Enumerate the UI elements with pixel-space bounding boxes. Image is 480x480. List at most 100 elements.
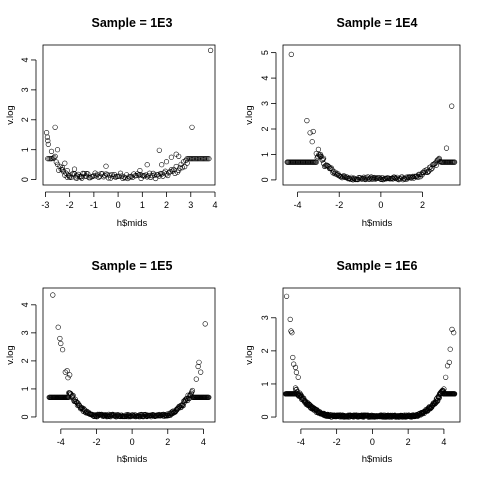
y-axis-label: v.log [5,105,16,124]
data-point [120,175,126,181]
y-tick-label: 2 [260,126,270,131]
data-point [347,175,353,181]
data-point [92,170,98,176]
data-point [55,324,61,330]
panel-title: Sample = 1E5 [92,259,173,273]
data-point [163,171,170,177]
data-point [69,393,76,399]
data-point [57,335,63,342]
data-point [184,395,190,402]
data-point [161,170,167,176]
data-point [452,159,458,165]
data-point [447,346,453,352]
y-tick-label: 3 [260,315,270,320]
y-tick-label: 1 [260,152,270,157]
panel-title: Sample = 1E3 [92,16,173,30]
x-tick-label: 4 [212,200,217,210]
y-tick-label: 2 [260,348,270,353]
data-point [45,156,51,162]
x-tick-label: -4 [294,200,302,210]
data-point [284,293,290,299]
data-point [290,354,296,361]
data-point [168,154,174,160]
y-tick-label: 1 [20,147,30,152]
data-point [417,174,424,180]
panel-title: Sample = 1E4 [337,16,418,30]
data-point [189,387,195,394]
data-point [371,176,377,182]
y-tick-label: 0 [20,177,30,182]
x-tick-label: -2 [66,200,74,210]
data-point [62,369,68,375]
data-point [139,172,145,178]
data-point [287,316,293,323]
data-point [195,363,201,370]
data-point [133,172,139,179]
data-point [150,170,156,176]
data-point [162,168,168,174]
data-point [443,145,450,151]
data-point [103,171,109,177]
data-point [188,393,194,399]
data-point [187,392,193,398]
x-tick-label: 3 [188,200,193,210]
data-point [144,174,150,180]
data-point [184,160,190,166]
data-point [62,160,68,166]
data-point [370,175,376,181]
x-axis-label: h$mids [117,454,148,465]
data-point [144,162,150,168]
data-point [324,162,330,168]
data-point [310,128,316,135]
data-point [317,152,323,158]
x-tick-label: -3 [41,200,49,210]
data-point [106,172,113,178]
data-point [50,292,56,298]
data-point [117,170,124,176]
data-point [436,155,442,161]
data-point [321,155,327,161]
data-point [155,172,161,178]
data-point [295,374,301,380]
data-point [392,174,398,180]
x-tick-label: -2 [92,437,100,447]
data-point [182,164,188,170]
x-tick-label: 2 [420,200,425,210]
data-point [51,154,57,161]
data-point [182,397,188,403]
plot-frame [282,44,461,186]
data-point [64,168,70,174]
y-tick-label: 2 [20,358,30,363]
panel-1: Sample = 1E3 h$mids v.log -3 -2 -1 0 1 2 3 4 0 1 2… [5,16,218,229]
data-point [289,330,295,336]
data-point [45,141,51,147]
data-point [66,173,73,179]
data-point [441,388,447,394]
data-point [202,321,208,327]
plot-frame [42,44,216,186]
data-point [198,369,204,375]
data-point [446,359,452,366]
data-point [58,340,64,347]
y-tick-label: 1 [20,386,30,391]
y-tick-label: 5 [260,50,270,55]
y-tick-label: 4 [20,302,30,307]
data-point [81,406,87,412]
data-point [405,174,411,180]
data-point [71,166,78,172]
x-tick-label: 4 [201,437,206,447]
data-point [293,369,300,376]
data-point [452,391,458,397]
data-point [206,156,212,162]
x-tick-label: 0 [370,437,375,447]
x-tick-label: -2 [333,437,341,447]
data-point [74,175,80,181]
x-tick-label: 0 [378,200,383,210]
data-point [419,172,425,178]
y-tick-label: 0 [260,177,270,182]
data-point [179,165,185,171]
data-point [307,404,313,411]
data-point [173,163,179,170]
data-point [156,147,162,153]
